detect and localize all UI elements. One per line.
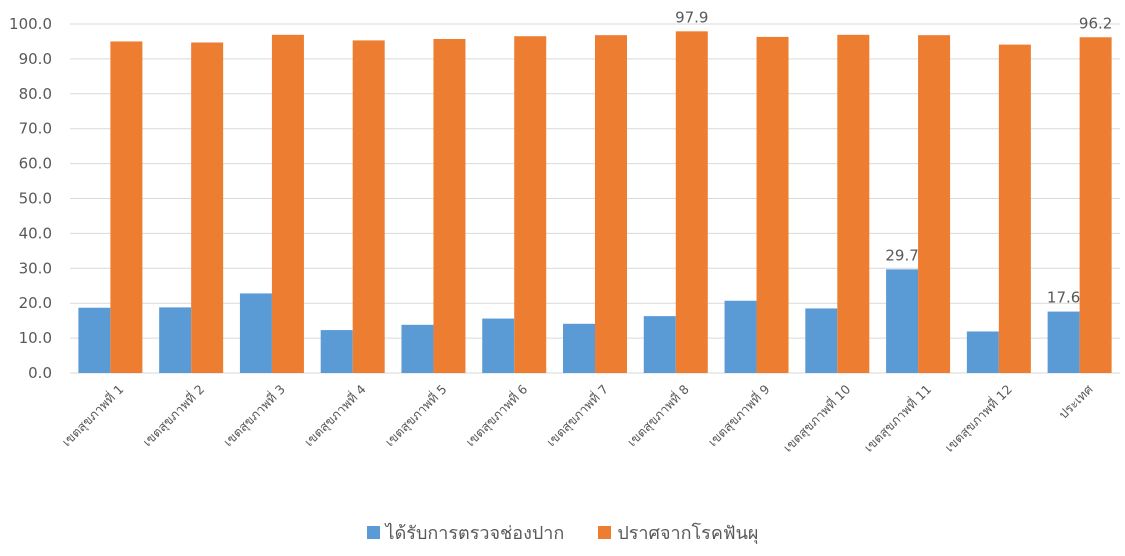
- category-label: เขตสุขภาพที่ 8: [623, 381, 692, 450]
- bar-series-1: [886, 269, 919, 373]
- bar-series-2: [271, 34, 304, 373]
- bar-series-2: [595, 35, 627, 373]
- legend-label-series-1: ได้รับการตรวจช่องปาก: [385, 523, 565, 544]
- data-labels: 29.7 17.6 97.9 96.2: [675, 8, 1112, 306]
- bar-series-1: [805, 308, 838, 373]
- category-label: เขตสุขภาพที่ 9: [704, 381, 773, 450]
- category-label: เขตสุขภาพที่ 2: [139, 381, 208, 450]
- y-tick-label: 50.0: [19, 190, 52, 208]
- bar-series-2: [433, 39, 466, 374]
- legend-swatch-series-1: [366, 526, 380, 539]
- y-tick-label: 100.0: [9, 15, 52, 33]
- y-tick-label: 60.0: [19, 155, 52, 173]
- data-label: 17.6: [1047, 289, 1080, 307]
- legend: ได้รับการตรวจช่องปาก ปราศจากโรคฟันผุ: [0, 518, 1125, 547]
- legend-swatch-series-2: [598, 526, 612, 539]
- bar-series-1: [563, 323, 595, 373]
- bar-series-2: [675, 31, 708, 373]
- bar-series-1: [78, 307, 111, 373]
- y-tick-label: 10.0: [19, 329, 52, 347]
- category-label: เขตสุขภาพที่ 3: [220, 381, 289, 450]
- bar-series-2: [1079, 37, 1112, 374]
- y-tick-label: 90.0: [19, 50, 52, 68]
- bar-series-1: [482, 318, 515, 373]
- category-label: เขตสุขภาพที่ 1: [58, 381, 127, 450]
- category-label: เขตสุขภาพที่ 11: [860, 381, 935, 456]
- category-label: เขตสุขภาพที่ 6: [462, 381, 531, 450]
- bar-series-1: [1047, 311, 1080, 373]
- y-tick-label: 40.0: [19, 224, 52, 242]
- legend-label-series-2: ปราศจากโรคฟันผุ: [617, 523, 759, 544]
- legend-item-series-2: ปราศจากโรคฟันผุ: [598, 518, 758, 547]
- category-label: เขตสุขภาพที่ 5: [381, 381, 450, 450]
- bars: [78, 31, 1112, 374]
- data-label: 96.2: [1079, 14, 1112, 32]
- bar-series-2: [998, 44, 1031, 373]
- category-label: เขตสุขภาพที่ 12: [941, 381, 1016, 456]
- bar-series-1: [320, 330, 353, 373]
- legend-item-series-1: ได้รับการตรวจช่องปาก: [366, 518, 565, 547]
- bar-series-1: [239, 293, 272, 373]
- bar-series-2: [837, 34, 870, 373]
- bar-series-1: [966, 331, 999, 373]
- y-tick-label: 80.0: [19, 85, 52, 103]
- bar-series-2: [110, 41, 143, 373]
- bar-series-2: [514, 36, 547, 374]
- bar-series-2: [352, 40, 385, 373]
- category-label: เขตสุขภาพที่ 7: [543, 381, 612, 450]
- y-axis-ticks: 0.0 10.0 20.0 30.0 40.0 50.0 60.0 70.0 80.0 90.0 1…: [9, 15, 52, 382]
- bar-series-1: [401, 324, 434, 373]
- y-tick-label: 20.0: [19, 294, 52, 312]
- bar-series-1: [159, 307, 192, 373]
- category-label: ประเทศ: [1056, 381, 1096, 421]
- y-tick-label: 0.0: [28, 364, 52, 382]
- bar-series-2: [191, 42, 224, 373]
- y-tick-label: 30.0: [19, 259, 52, 277]
- category-label: เขตสุขภาพที่ 10: [779, 381, 854, 456]
- bar-series-2: [756, 36, 789, 374]
- data-label: 97.9: [675, 8, 708, 26]
- y-tick-label: 70.0: [19, 120, 52, 138]
- x-axis-categories: เขตสุขภาพที่ 1 เขตสุขภาพที่ 2 เขตสุขภาพที่…: [58, 381, 1096, 456]
- category-label: เขตสุขภาพที่ 4: [300, 381, 369, 450]
- bar-series-1: [643, 316, 676, 373]
- data-label: 29.7: [885, 246, 918, 264]
- bar-series-1: [724, 300, 757, 373]
- bar-series-2: [918, 35, 951, 373]
